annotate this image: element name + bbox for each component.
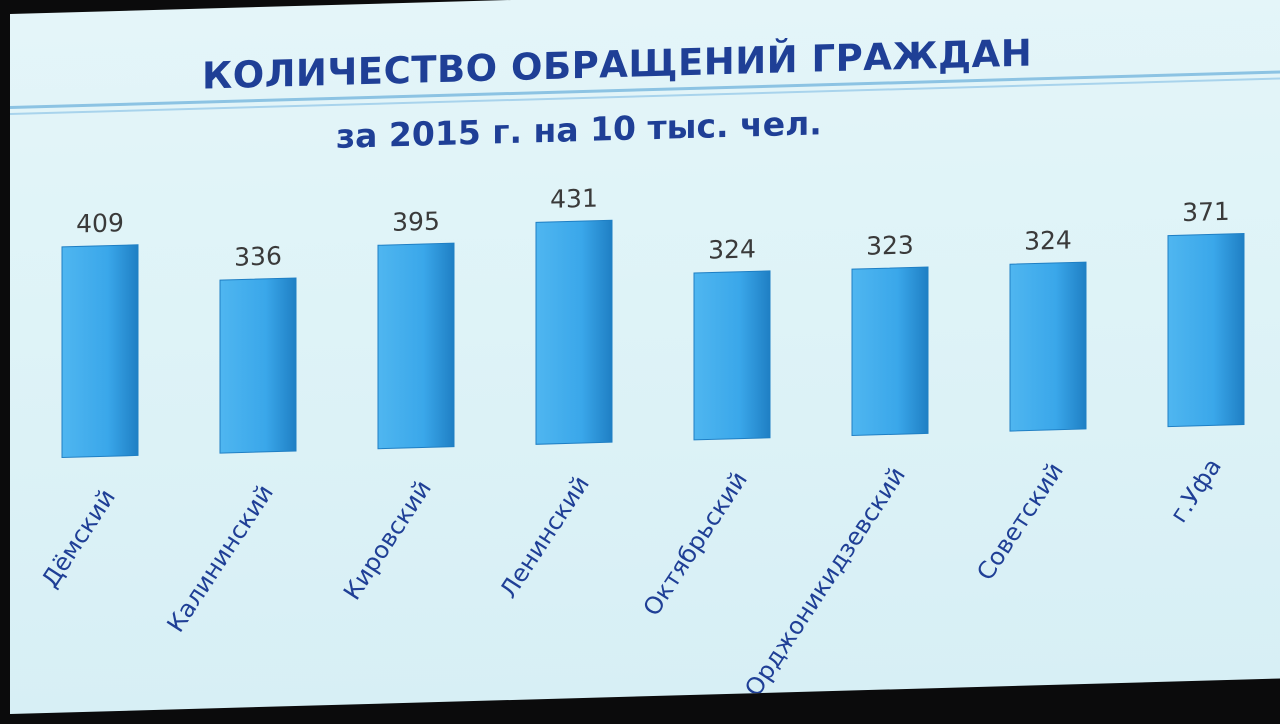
- bar-value-label-2: 395: [392, 207, 440, 237]
- bar-chart: 409 Дёмский 336 Калининский 395 Кировский 431 Л…: [36, 184, 1245, 701]
- bar-7: [1167, 232, 1245, 428]
- category-label-4: Октябрьский: [638, 467, 753, 621]
- bar-6: [1009, 261, 1087, 432]
- category-label-3: Ленинский: [494, 471, 595, 603]
- bar-value-label-7: 371: [1182, 197, 1230, 227]
- bar-value-label-6: 324: [1024, 225, 1072, 255]
- category-label-0: Дёмский: [36, 484, 121, 592]
- bar-5: [851, 266, 929, 436]
- category-label-7: г.Уфа: [1165, 453, 1227, 527]
- bar-value-label-4: 324: [708, 234, 756, 264]
- slide-screen: КОЛИЧЕСТВО ОБРАЩЕНИЙ ГРАЖДАН за 2015 г. …: [10, 0, 1280, 714]
- category-label-1: Калининский: [162, 480, 279, 637]
- bar-1: [219, 277, 297, 454]
- bar-0: [61, 244, 139, 459]
- category-label-6: Советский: [971, 458, 1069, 586]
- category-label-2: Кировский: [338, 475, 437, 605]
- bar-value-label-1: 336: [234, 241, 282, 271]
- bar-value-label-3: 431: [550, 184, 598, 214]
- bar-3: [535, 219, 613, 445]
- bar-value-label-5: 323: [866, 230, 914, 260]
- bar-2: [377, 242, 455, 450]
- bar-value-label-0: 409: [76, 208, 124, 238]
- bar-4: [693, 270, 771, 441]
- category-label-5: Орджоникидзевский: [739, 462, 911, 701]
